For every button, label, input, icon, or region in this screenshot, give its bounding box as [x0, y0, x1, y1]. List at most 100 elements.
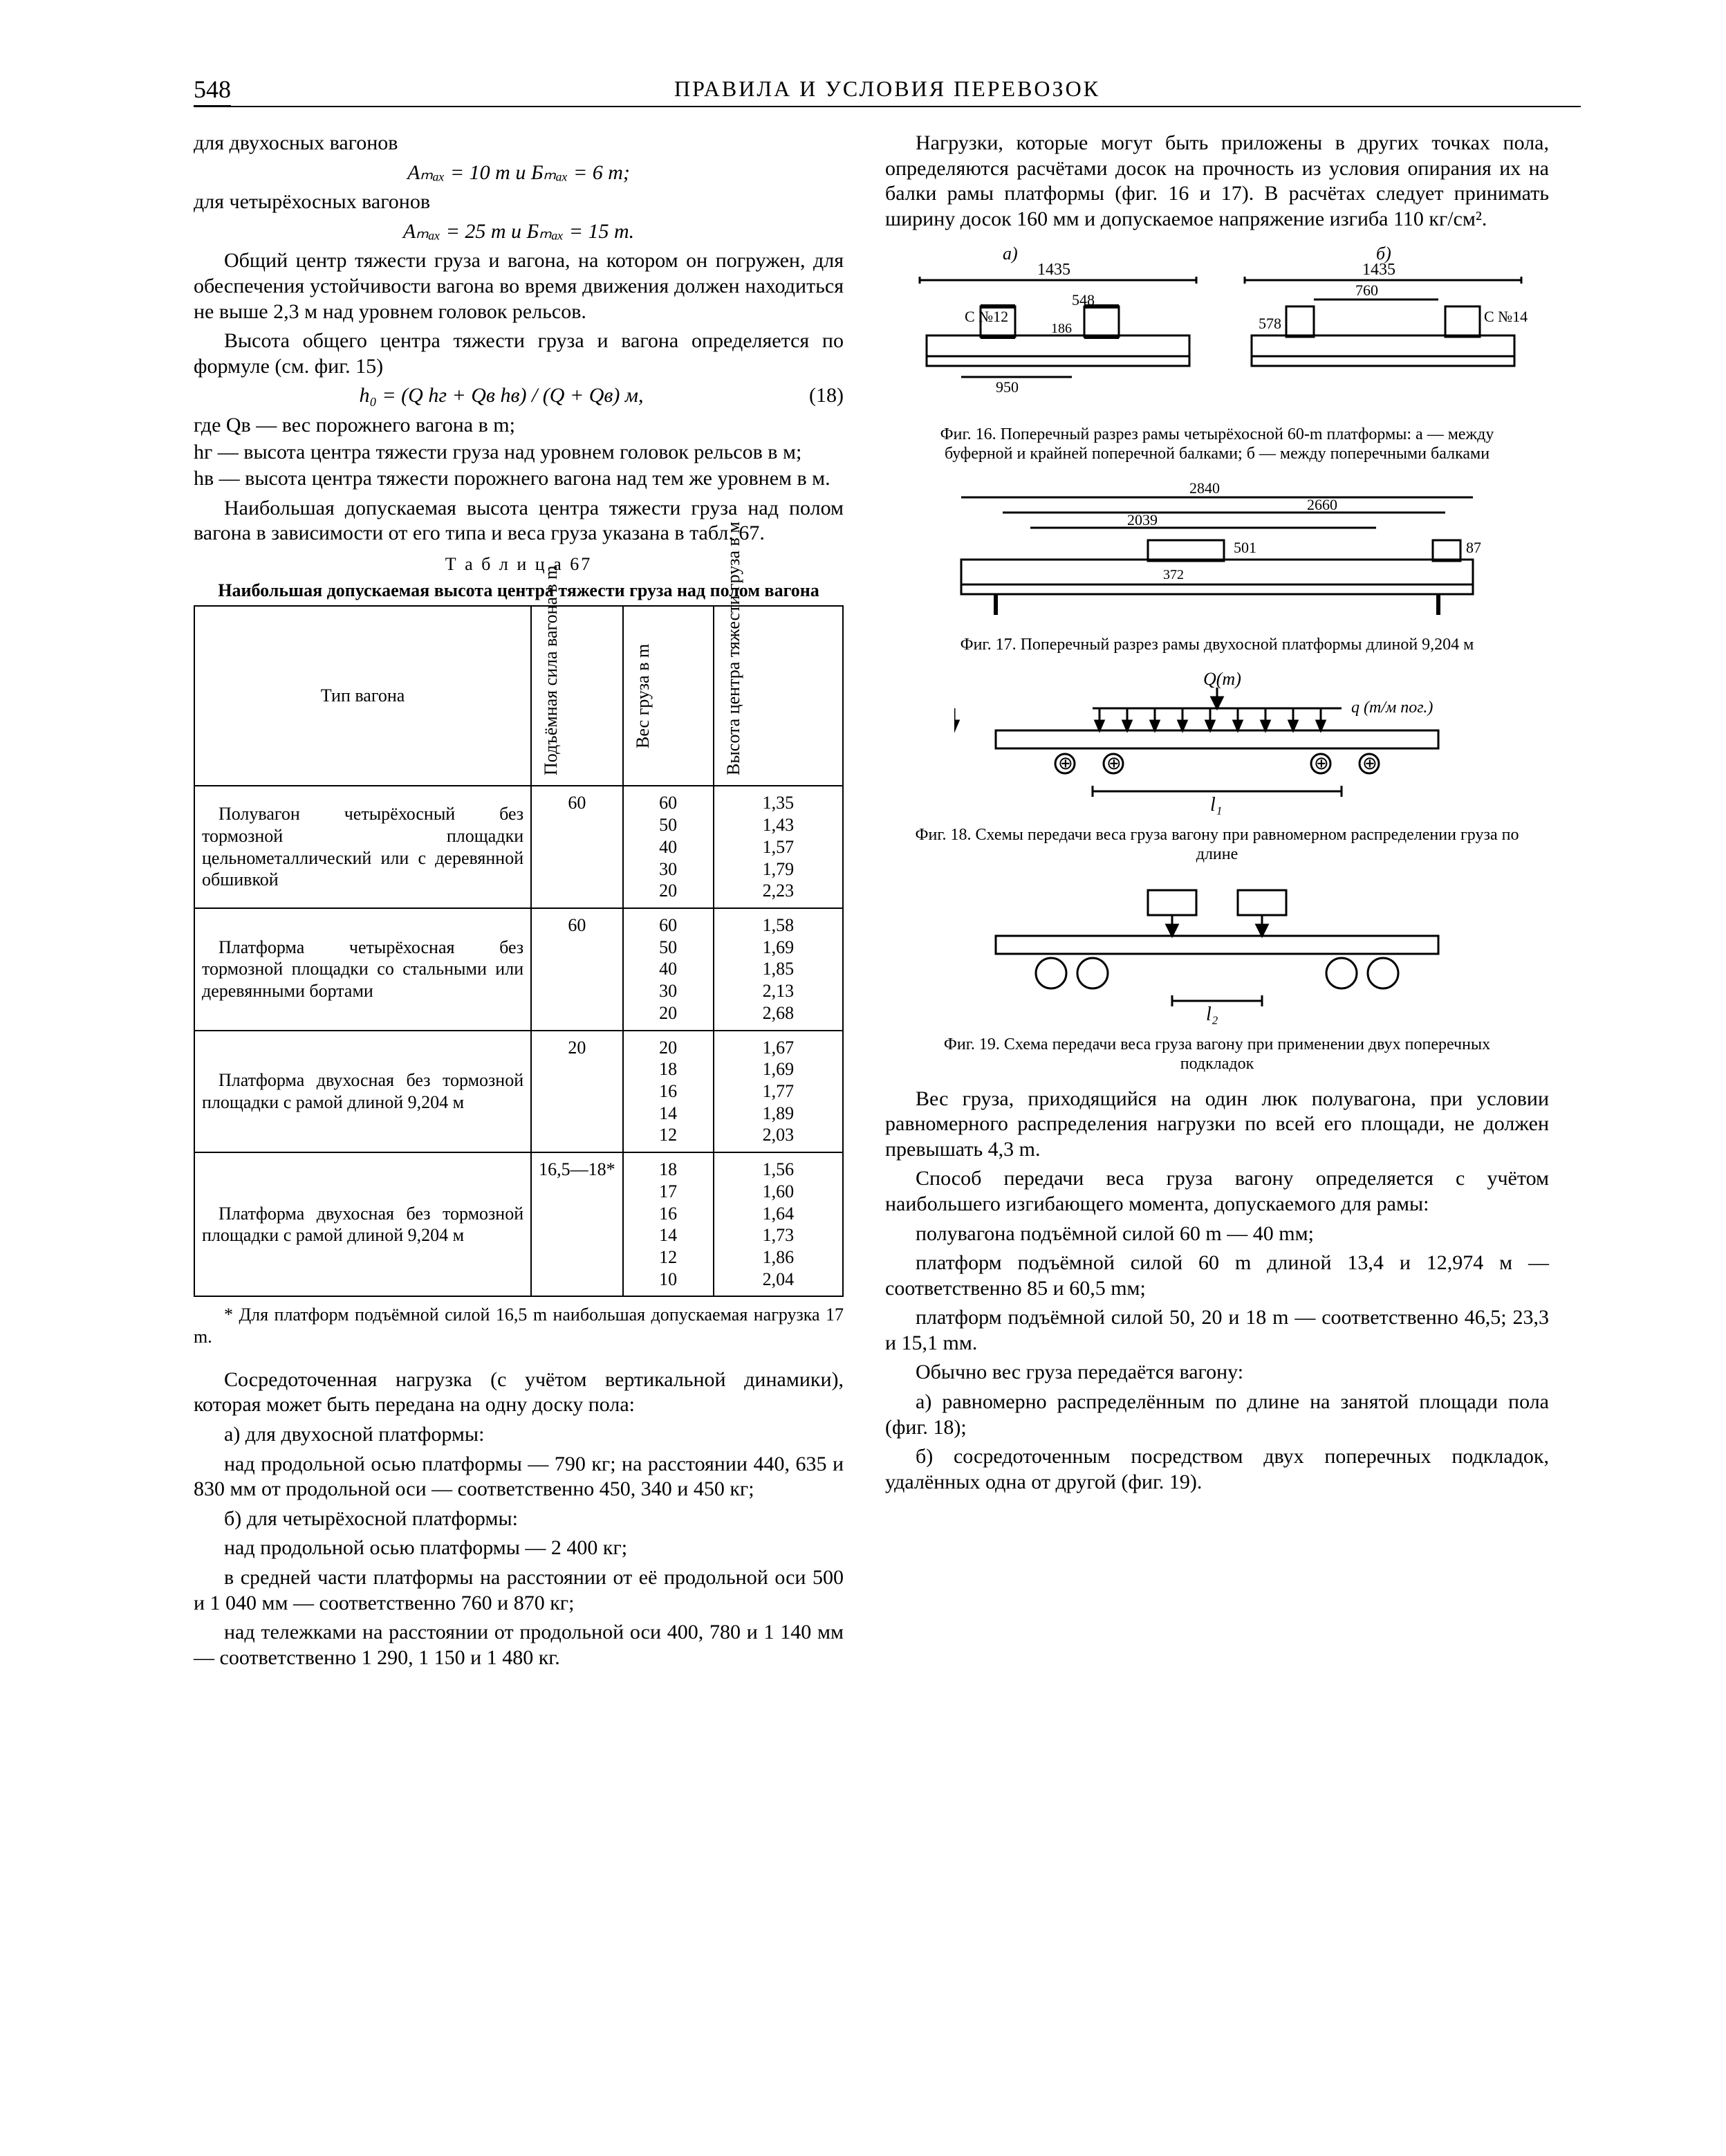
svg-text:⊕: ⊕ [1106, 753, 1122, 773]
svg-text:1435: 1435 [1037, 261, 1070, 279]
para: в средней части платформы на расстоянии … [194, 1565, 844, 1616]
figure-16: а) б) 1435 С №12 [885, 239, 1549, 418]
figure-18: Q(m) q (m/м пог.) [885, 667, 1549, 819]
fig16-caption: Фиг. 16. Поперечный разрез рамы четырёхо… [913, 425, 1521, 463]
para: Способ передачи веса груза вагону опре­д… [885, 1166, 1549, 1217]
svg-text:С №12: С №12 [965, 308, 1008, 325]
table-number: Т а б л и ц а 67 [194, 553, 844, 575]
svg-text:87: 87 [1466, 539, 1481, 556]
td: Полувагон четырёхосный без тормозной пло… [194, 786, 531, 908]
td: Платформа двухосная без тормозной площад… [194, 1031, 531, 1153]
svg-text:950: 950 [996, 378, 1019, 396]
figure-17: 2840 2660 2039 501 372 87 [885, 477, 1549, 629]
para: Общий центр тяжести груза и вагона, на к… [194, 248, 844, 324]
right-column: Нагрузки, которые могут быть приложены в… [885, 131, 1549, 1675]
equation-number: (18) [809, 383, 844, 409]
para: а) равномерно распределённым по длине на… [885, 1390, 1549, 1440]
td: 16,5—18* [531, 1152, 623, 1296]
para: над тележками на расстоянии от продоль­н… [194, 1620, 844, 1670]
td: 6050403020 [623, 786, 714, 908]
para: платформ подъёмной силой 60 m длиной 13,… [885, 1251, 1549, 1301]
line: для четырёхосных вагонов [194, 190, 844, 215]
page-number: 548 [194, 75, 231, 107]
th: Вес груза в m [623, 606, 714, 786]
fig19-caption: Фиг. 19. Схема передачи веса груза вагон… [913, 1035, 1521, 1074]
para: Наибольшая допускаемая высота центра тяж… [194, 496, 844, 546]
table-title: Наибольшая допускаемая высота центра тяж… [194, 580, 844, 602]
svg-text:548: 548 [1072, 291, 1095, 308]
th-rot: Высота цент­ра тяжести груза в м [721, 612, 747, 780]
para: б) сосредоточенным посредством двух по­п… [885, 1444, 1549, 1495]
svg-text:l₂: l₂ [1206, 1004, 1218, 1025]
svg-text:186: 186 [1051, 321, 1072, 336]
def: hг — высота центра тяжести груза над уро… [194, 440, 844, 466]
svg-text:⊕: ⊕ [1058, 753, 1073, 773]
svg-text:578: 578 [1259, 315, 1281, 332]
para: полувагона подъёмной силой 60 m — 40 mм; [885, 1222, 1549, 1247]
fig19-svg: l₂ [954, 876, 1480, 1029]
para: Сосредоточенная нагрузка (с учётом вер­т… [194, 1367, 844, 1418]
tn: Т а б л и ц а 67 [445, 554, 593, 574]
page: 548 ПРАВИЛА И УСЛОВИЯ ПЕРЕВОЗОК для двух… [0, 0, 1726, 2156]
td: 60 [531, 786, 623, 908]
table-row: Платформа двухосная без тормозной площад… [194, 1152, 843, 1296]
para: над продольной осью платформы — 2 400 кг… [194, 1536, 844, 1561]
th: Подъёмная сила вагона в m [531, 606, 623, 786]
table-row: Полувагон четырёхосный без тормозной пло… [194, 786, 843, 908]
para: Нагрузки, которые могут быть приложены в… [885, 131, 1549, 232]
columns: для двухосных вагонов Aₘₐₓ = 10 m и Бₘₐₓ… [194, 131, 1581, 1675]
svg-text:2039: 2039 [1127, 511, 1158, 528]
def-item: Qв — вес порожнего вагона в m; [226, 414, 515, 436]
svg-text:⊕: ⊕ [1314, 753, 1329, 773]
svg-text:2840: 2840 [1189, 479, 1220, 497]
svg-text:С №14: С №14 [1484, 308, 1528, 325]
th-rot: Подъёмная сила вагона в m [539, 612, 564, 780]
para: а) для двухосной платформы: [194, 1422, 844, 1448]
svg-text:q (m/м пог.): q (m/м пог.) [1351, 699, 1433, 717]
para: Вес груза, приходящийся на один люк полу… [885, 1087, 1549, 1163]
table-67: Тип вагона Подъёмная сила вагона в m Вес… [194, 605, 844, 1297]
def-intro: где [194, 414, 226, 436]
def: где Qв — вес порожнего вагона в m; [194, 413, 844, 439]
td: 2018161412 [623, 1031, 714, 1153]
th-rot: Вес груза в m [631, 612, 656, 780]
td: Платформа двухосная без тормозной площад… [194, 1152, 531, 1296]
formula: Aₘₐₓ = 10 m и Бₘₐₓ = 6 m; [194, 160, 844, 186]
para: Высота общего центра тяжести груза и ваг… [194, 329, 844, 379]
td: Платформа четырёхосная без тормозной пло… [194, 908, 531, 1031]
fig17-svg: 2840 2660 2039 501 372 87 [920, 477, 1514, 629]
svg-text:2660: 2660 [1307, 496, 1337, 513]
td: 1,351,431,571,792,23 [714, 786, 843, 908]
svg-text:1435: 1435 [1362, 261, 1395, 279]
formula-18: h₀ = (Q hг + Qв hв) / (Q + Qв) м, (18) [194, 383, 844, 409]
para: б) для четырёхосной платформы: [194, 1507, 844, 1532]
svg-text:372: 372 [1163, 567, 1184, 582]
td: 6050403020 [623, 908, 714, 1031]
td: 1,671,691,771,892,03 [714, 1031, 843, 1153]
fig16-svg: а) б) 1435 С №12 [899, 239, 1535, 418]
line: для двухосных вагонов [194, 131, 844, 156]
table-row: Платформа четырёхосная без тормозной пло… [194, 908, 843, 1031]
left-column: для двухосных вагонов Aₘₐₓ = 10 m и Бₘₐₓ… [194, 131, 844, 1675]
td: 1,561,601,641,731,862,04 [714, 1152, 843, 1296]
td: 1,581,691,852,132,68 [714, 908, 843, 1031]
figure-19: l₂ [885, 876, 1549, 1029]
fig17-caption: Фиг. 17. Поперечный разрез рамы двухосно… [913, 636, 1521, 655]
formula: Aₘₐₓ = 25 m и Бₘₐₓ = 15 m. [194, 219, 844, 245]
svg-text:а): а) [1003, 243, 1018, 264]
para: над продольной осью платформы — 790 кг; … [194, 1452, 844, 1502]
def: hв — высота центра тяжести порожнего ваг… [194, 466, 844, 492]
svg-text:760: 760 [1355, 282, 1378, 299]
td: 20 [531, 1031, 623, 1153]
svg-text:⊕: ⊕ [1362, 753, 1377, 773]
td: 181716141210 [623, 1152, 714, 1296]
th: Тип вагона [194, 606, 531, 786]
table-note: * Для платформ подъёмной силой 16,5 m на… [194, 1304, 844, 1347]
th: Высота цент­ра тяжести груза в м [714, 606, 843, 786]
para: платформ подъёмной силой 50, 20 и 18 m —… [885, 1305, 1549, 1356]
table-row: Платформа двухосная без тормозной площад… [194, 1031, 843, 1153]
fig18-svg: Q(m) q (m/м пог.) [954, 667, 1480, 819]
fig18-caption: Фиг. 18. Схемы передачи веса груза вагон… [913, 826, 1521, 864]
formula-body: h₀ = (Q hг + Qв hв) / (Q + Qв) м, [359, 384, 643, 407]
svg-text:501: 501 [1234, 539, 1256, 556]
